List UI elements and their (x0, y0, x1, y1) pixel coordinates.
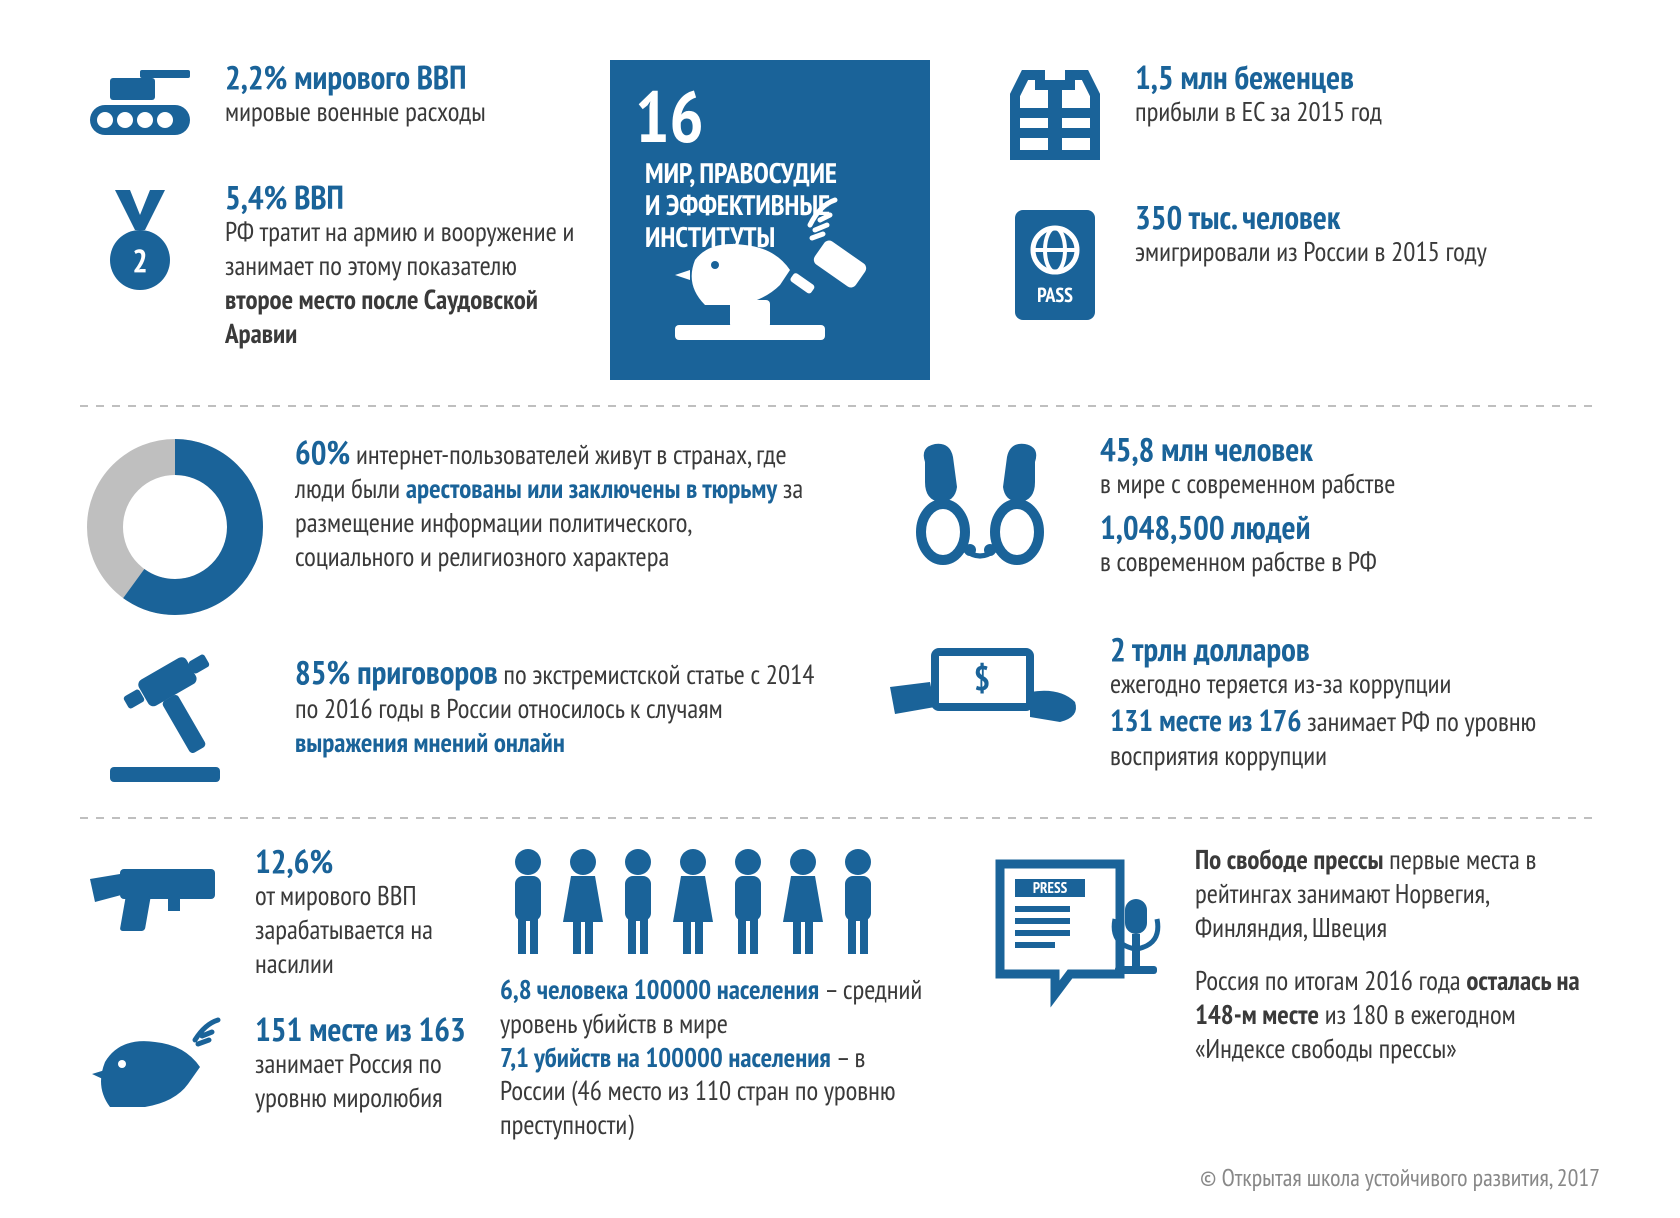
sdg-badge: 16 МИР, ПРАВОСУДИЕ И ЭФФЕКТИВНЫЕ ИНСТИТУ… (610, 60, 930, 380)
passport-stat-value: 350 тыс. человек (1135, 200, 1520, 236)
money-hand-icon: $ (885, 632, 1085, 752)
svg-text:PASS: PASS (1037, 282, 1073, 308)
sdg-number: 16 (635, 80, 704, 152)
donut-text: 60% интернет-пользователей живут в стран… (295, 432, 815, 575)
donut-stat: 60% интернет-пользователей живут в стран… (80, 432, 815, 622)
tank-stat-value: 2,2% мирового ВВП (225, 60, 580, 96)
cuffs-stat1: 45,8 млн человек (1100, 432, 1600, 468)
top-section: 2,2% мирового ВВП мировые военные расход… (80, 60, 1600, 380)
money-desc1: ежегодно теряется из-за коррупции (1110, 668, 1600, 702)
dove-stat-desc: занимает Россия по уровню миролюбия (255, 1048, 470, 1116)
gun-icon (80, 844, 230, 944)
divider-2 (80, 817, 1600, 819)
press-icon: PRESS (980, 844, 1170, 1014)
vest-icon (1000, 60, 1110, 170)
svg-text:2: 2 (132, 239, 147, 281)
vest-stat: 1,5 млн беженцев прибыли в ЕС за 2015 го… (1000, 60, 1520, 170)
vest-stat-desc: прибыли в ЕС за 2015 год (1135, 96, 1520, 130)
corruption-stat: $ 2 трлн долларов ежегодно теряется из-з… (885, 632, 1600, 774)
cuffs-desc1: в мире с современном рабстве (1100, 468, 1600, 502)
svg-text:$: $ (974, 656, 990, 700)
credit-line: © Открытая школа устойчивого развития, 2… (1200, 1162, 1600, 1193)
vest-stat-value: 1,5 млн беженцев (1135, 60, 1520, 96)
dove-icon (80, 1012, 230, 1132)
dove-gavel-icon (635, 190, 905, 370)
people-text: 6,8 человека 100000 населения – средний … (500, 974, 930, 1143)
handcuffs-icon (885, 432, 1075, 602)
passport-stat-desc: эмигрировали из России в 2015 году (1135, 236, 1520, 270)
people-stat: 6,8 человека 100000 населения – средний … (500, 844, 930, 1143)
donut-chart-icon (80, 432, 270, 622)
gun-stat: 12,6% от мирового ВВП зарабатывается на … (80, 844, 470, 982)
press-stat: PRESS По свободе прессы первые места в р… (980, 844, 1600, 1067)
cuffs-stat2: 1,048,500 людей (1100, 510, 1600, 546)
medal-stat-value: 5,4% ВВП (225, 180, 580, 216)
gavel-icon (80, 652, 270, 792)
tank-stat-desc: мировые военные расходы (225, 96, 580, 130)
dove-stat-value: 151 месте из 163 (255, 1012, 470, 1048)
gavel-stat: 85% приговоров по экстремистской статье … (80, 652, 815, 792)
middle-section: 60% интернет-пользователей живут в стран… (80, 432, 1600, 792)
medal-stat: 2 5,4% ВВП РФ тратит на армию и вооружен… (80, 180, 580, 351)
handcuffs-stat: 45,8 млн человек в мире с современном ра… (885, 432, 1600, 602)
tank-icon (80, 60, 200, 150)
cuffs-desc2: в современном рабстве в РФ (1100, 546, 1600, 580)
press-text2: Россия по итогам 2016 года осталась на 1… (1195, 965, 1600, 1066)
gun-stat-value: 12,6% (255, 844, 470, 880)
passport-icon: PASS (1000, 200, 1110, 330)
money-stat1: 2 трлн долларов (1110, 632, 1600, 668)
bottom-section: 12,6% от мирового ВВП зарабатывается на … (80, 844, 1600, 1143)
tank-stat: 2,2% мирового ВВП мировые военные расход… (80, 60, 580, 150)
gun-stat-desc: от мирового ВВП зарабатывается на насили… (255, 880, 470, 981)
divider-1 (80, 405, 1600, 407)
money-line2: 131 месте из 176 занимает РФ по уровню в… (1110, 702, 1600, 774)
peace-dove-stat: 151 месте из 163 занимает Россия по уров… (80, 1012, 470, 1132)
press-text1: По свободе прессы первые места в рейтинг… (1195, 844, 1600, 945)
people-row-icon (500, 844, 930, 964)
medal-stat-desc: РФ тратит на армию и вооружение и занима… (225, 216, 580, 351)
medal-icon: 2 (80, 180, 200, 300)
svg-text:PRESS: PRESS (1033, 879, 1068, 898)
passport-stat: PASS 350 тыс. человек эмигрировали из Ро… (1000, 200, 1520, 330)
gavel-text: 85% приговоров по экстремистской статье … (295, 652, 815, 761)
